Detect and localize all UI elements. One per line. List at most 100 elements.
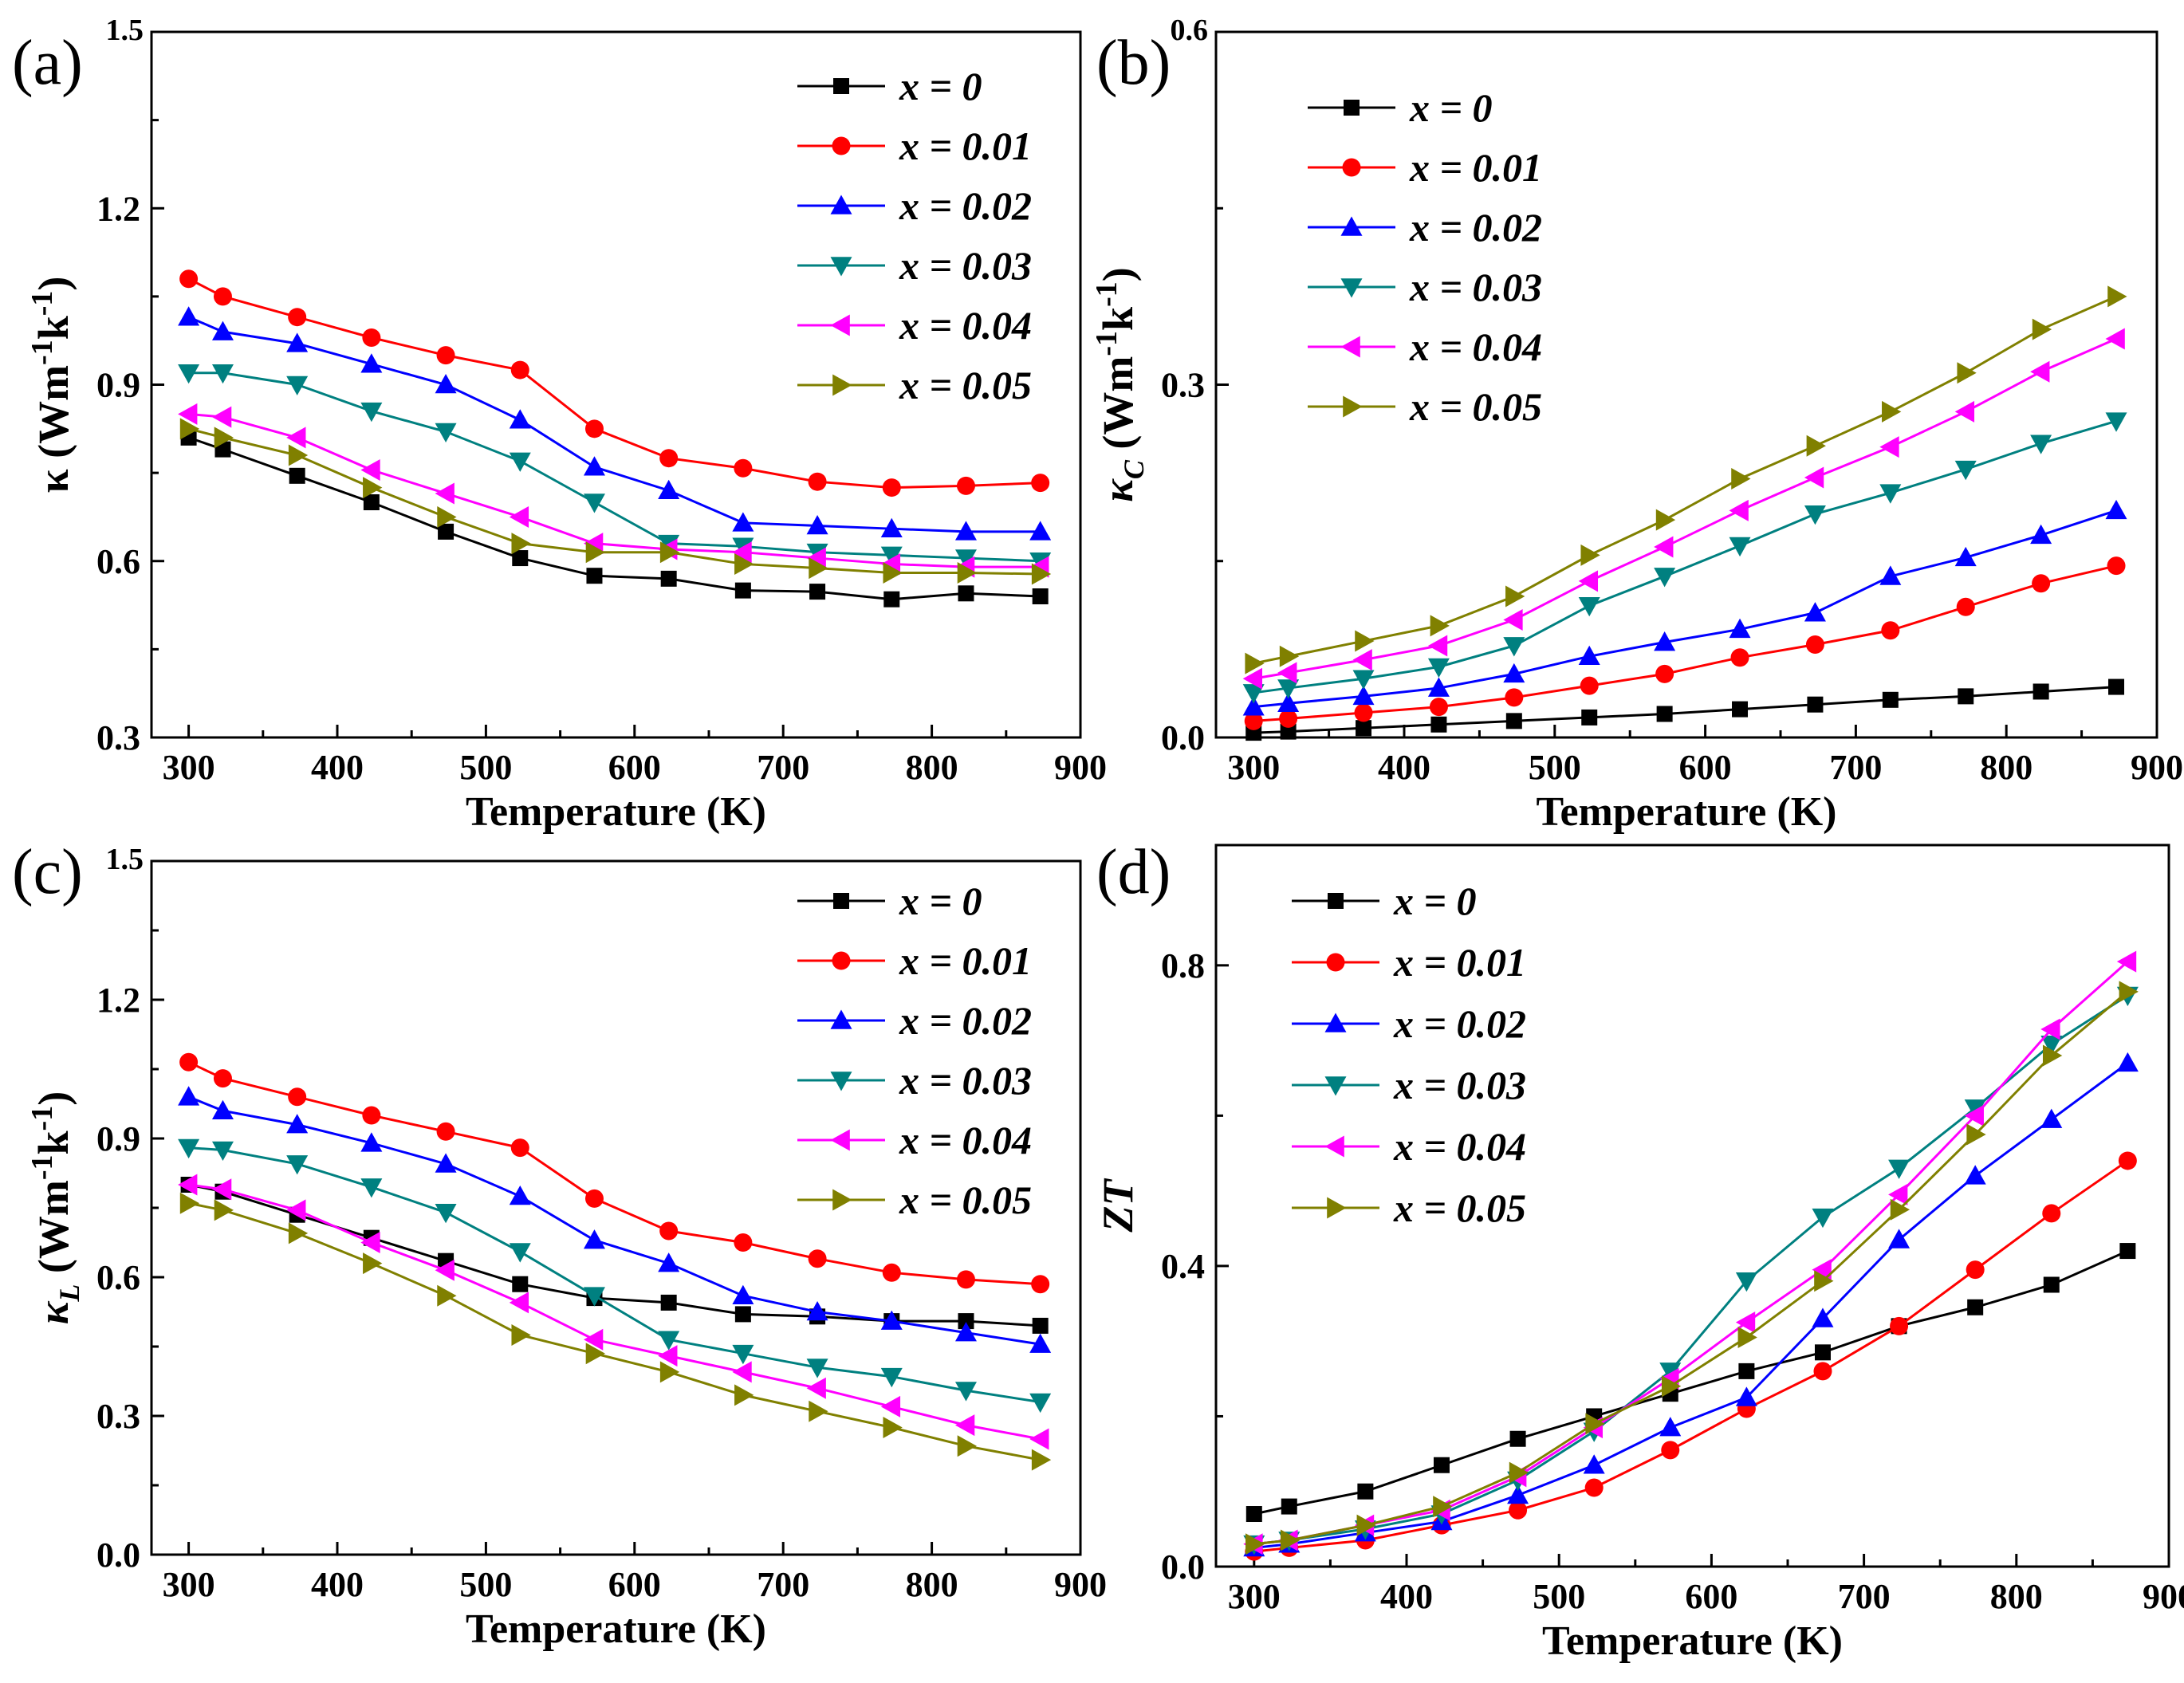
legend-marker	[1344, 100, 1360, 116]
legend-marker	[1342, 158, 1361, 177]
data-point	[510, 1138, 529, 1158]
series-line	[188, 1201, 1041, 1461]
legend-marker	[833, 893, 849, 909]
series-line	[1253, 990, 2129, 1546]
data-point	[880, 546, 903, 566]
data-point	[806, 1377, 826, 1399]
data-point	[883, 591, 900, 608]
data-point	[1280, 1529, 1301, 1551]
data-point	[1356, 720, 1372, 737]
legend-entry: x = 0.03	[899, 243, 1032, 288]
data-point	[1281, 1498, 1297, 1515]
legend: x = 0 x = 0.01 x = 0.02 x = 0.03 x = 0.04 x =…	[797, 879, 1032, 1222]
x-tick-label: 800	[906, 1565, 958, 1604]
data-point	[1735, 1272, 1757, 1292]
y-tick-label: 0.6	[96, 1258, 140, 1297]
data-point	[1659, 1363, 1682, 1382]
legend-entry: x = 0.02	[1393, 1001, 1526, 1046]
x-tick-label: 400	[1378, 748, 1430, 787]
data-point	[1964, 1099, 1986, 1119]
legend-entry: x = 0.03	[1409, 265, 1542, 309]
x-axis-label: Temperature (K)	[466, 1606, 766, 1652]
data-point	[583, 456, 605, 476]
data-point	[732, 1344, 754, 1365]
series-3	[178, 1138, 1052, 1414]
data-point	[2030, 435, 2052, 454]
series-line	[1253, 295, 2117, 665]
data-point	[583, 1229, 605, 1249]
data-point	[1433, 1457, 1450, 1473]
x-tick-label: 500	[459, 1565, 512, 1604]
x-axis-label: Temperature (K)	[1542, 1618, 1843, 1664]
data-point	[435, 1153, 457, 1173]
data-point	[178, 364, 200, 384]
x-tick-label: 800	[1990, 1577, 2043, 1616]
y-axis-label: κL (Wm-1k-1)	[26, 1091, 85, 1324]
data-point	[2105, 412, 2127, 432]
data-point	[1805, 635, 1824, 654]
data-point	[1806, 435, 1826, 457]
data-point	[179, 1052, 199, 1072]
series-1	[179, 269, 1050, 497]
data-point	[1583, 1454, 1605, 1474]
legend-entry: x = 0	[1393, 879, 1477, 923]
data-point	[360, 1132, 383, 1152]
data-point	[1031, 474, 1050, 493]
legend-marker	[830, 1009, 852, 1029]
y-axis-label-part: L	[53, 1284, 85, 1303]
data-point	[1730, 648, 1749, 667]
data-point	[957, 1435, 977, 1457]
data-point	[2105, 499, 2127, 520]
y-axis-label-part: C	[1118, 459, 1150, 479]
data-point	[954, 1322, 977, 1342]
data-point	[286, 1199, 306, 1221]
data-point	[512, 550, 529, 567]
data-point	[1427, 677, 1450, 697]
x-tick-label: 300	[1228, 1577, 1281, 1616]
series-line	[1253, 1249, 2128, 1516]
data-point	[2032, 574, 2051, 593]
data-point	[1661, 1375, 1682, 1398]
data-point	[1505, 713, 1522, 729]
data-point	[1888, 1159, 1911, 1179]
data-point	[957, 562, 977, 584]
panel-label: (c)	[12, 837, 83, 907]
y-axis-label-part: k	[30, 316, 77, 340]
data-point	[2032, 318, 2052, 340]
data-point	[1245, 652, 1265, 674]
series-5	[179, 1192, 1052, 1471]
data-point	[1890, 1198, 1911, 1221]
data-point	[2105, 328, 2125, 350]
x-tick-label: 900	[2143, 1577, 2184, 1616]
data-point	[509, 1243, 531, 1263]
legend-marker	[830, 257, 852, 277]
data-point	[1354, 703, 1373, 722]
y-axis-label-part: -1	[26, 1154, 59, 1180]
data-point	[1954, 400, 1975, 423]
data-point	[178, 306, 200, 326]
legend-marker	[830, 1072, 852, 1091]
y-axis-label-part: κ	[30, 1300, 77, 1324]
data-point	[584, 419, 604, 438]
panel-c: 300 400 500 600 700 800 900 0.0 0.3 0.6 0.9 1.2 1.5 T…	[12, 837, 1107, 1652]
y-tick-label: 1.2	[96, 189, 140, 228]
data-point	[363, 1252, 383, 1275]
legend-entry: x = 0.02	[899, 998, 1032, 1043]
data-point	[1356, 1514, 1376, 1536]
series-line	[188, 427, 1041, 576]
data-point	[1580, 544, 1600, 566]
x-tick-label: 700	[1838, 1577, 1891, 1616]
series-line	[1253, 1159, 2129, 1553]
data-point	[178, 1174, 198, 1196]
data-point	[659, 1361, 680, 1383]
y-top-tick-label: 0.6	[1171, 14, 1209, 47]
legend-marker	[830, 314, 850, 336]
legend: x = 0 x = 0.01 x = 0.02 x = 0.03 x = 0.04 x =…	[1308, 85, 1542, 429]
x-tick-label: 700	[757, 1565, 809, 1604]
data-point	[1503, 609, 1523, 631]
data-point	[1357, 1483, 1374, 1500]
data-point	[436, 1122, 455, 1141]
data-point	[286, 1155, 309, 1175]
data-point	[1964, 1165, 1986, 1185]
data-point	[1655, 664, 1674, 683]
